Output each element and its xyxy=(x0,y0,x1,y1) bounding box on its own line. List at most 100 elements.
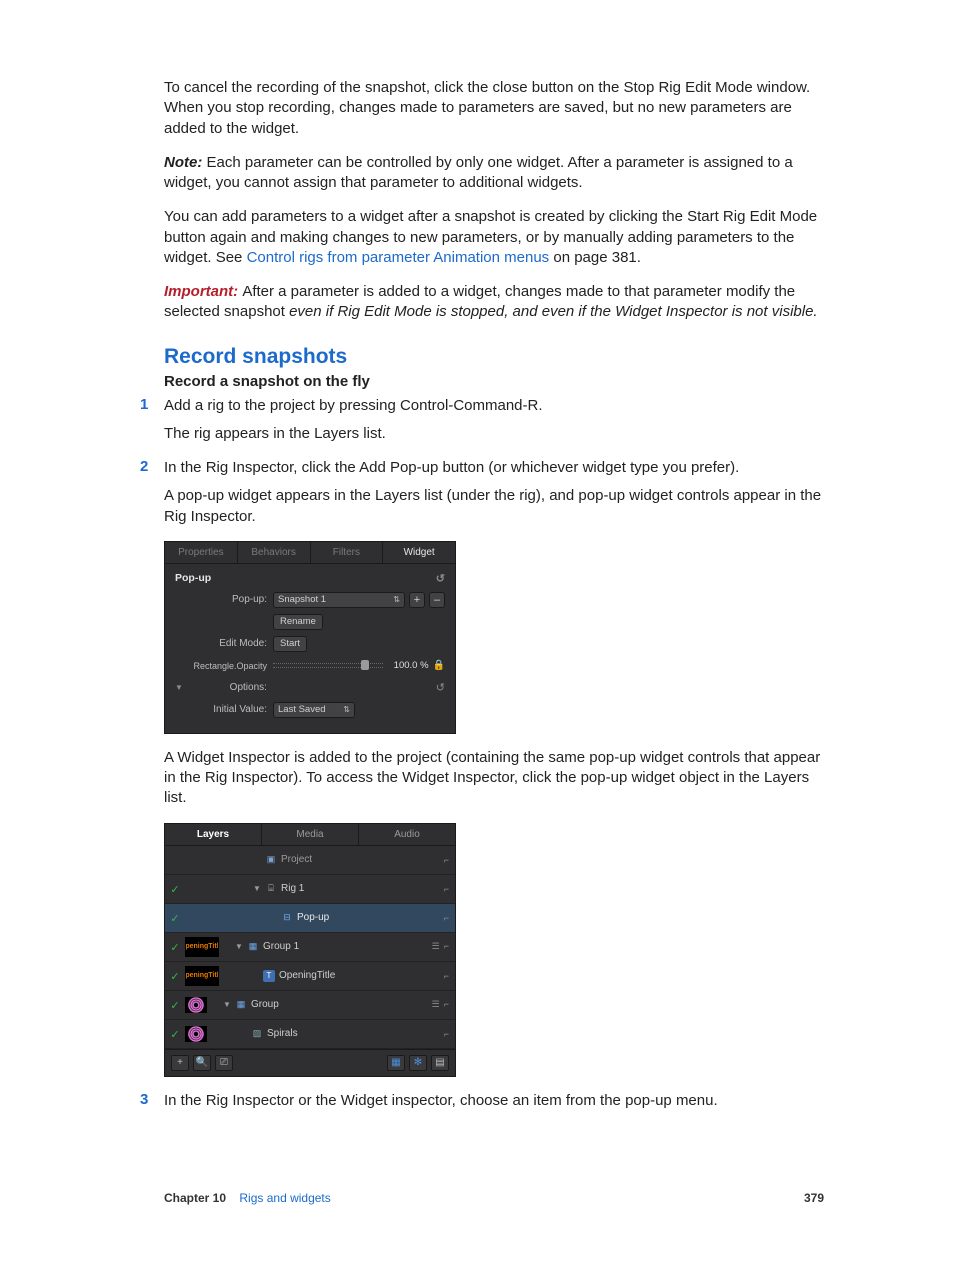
step-subtext: The rig appears in the Layers list. xyxy=(164,424,824,444)
note-body: Each parameter can be controlled by only… xyxy=(164,154,793,191)
layer-row[interactable]: ✓ ⊟ Pop-up ⌐ xyxy=(165,904,455,933)
note-label: Note: xyxy=(164,154,207,171)
layer-name[interactable]: Project xyxy=(281,854,312,865)
tab-layers[interactable]: Layers xyxy=(165,824,261,845)
layer-name[interactable]: Spirals xyxy=(267,1028,298,1039)
rig-icon: ⌸ xyxy=(265,883,277,895)
visibility-checkbox[interactable]: ✓ xyxy=(169,999,181,1011)
lock-icon[interactable]: 🔒 xyxy=(433,660,445,671)
layer-name[interactable]: Group 1 xyxy=(263,941,299,952)
paragraph: A Widget Inspector is added to the proje… xyxy=(164,748,824,809)
layer-row[interactable]: ▣ Project ⌐ xyxy=(165,846,455,875)
layers-tabs: Layers Media Audio xyxy=(165,824,455,846)
tab-audio[interactable]: Audio xyxy=(358,824,455,845)
step-2: In the Rig Inspector, click the Add Pop-… xyxy=(164,458,824,1077)
step-text: Add a rig to the project by pressing Con… xyxy=(164,396,824,416)
lock-icon[interactable]: ⌐ xyxy=(444,913,449,923)
popup-dropdown[interactable]: Snapshot 1 ⇅ xyxy=(273,592,405,608)
tab-properties[interactable]: Properties xyxy=(165,542,237,563)
lock-icon[interactable]: ⌐ xyxy=(444,855,449,865)
remove-snapshot-button[interactable]: – xyxy=(429,592,445,608)
disclosure-triangle-icon[interactable]: ▼ xyxy=(235,942,243,951)
important-label: Important: xyxy=(164,283,242,300)
editmode-label: Edit Mode: xyxy=(175,638,273,649)
layers-panel: Layers Media Audio ▣ Project ⌐ ✓ ▼ ⌸ Rig 1 ⌐ ✓ ⊟ P… xyxy=(164,823,456,1077)
visibility-checkbox[interactable]: ✓ xyxy=(169,941,181,953)
rectangle-opacity-label: Rectangle.Opacity xyxy=(175,661,273,671)
note-paragraph: Note: Each parameter can be controlled b… xyxy=(164,153,824,194)
slider-icon: ⊟ xyxy=(281,912,293,924)
paragraph: You can add parameters to a widget after… xyxy=(164,207,824,268)
lock-icon[interactable]: ⌐ xyxy=(444,971,449,981)
layer-row[interactable]: ✓ ▼ ▦ Group ☰ ⌐ xyxy=(165,991,455,1020)
chevron-updown-icon: ⇅ xyxy=(343,705,350,714)
layer-name[interactable]: OpeningTitle xyxy=(279,970,335,981)
visibility-checkbox[interactable]: ✓ xyxy=(169,970,181,982)
row-status-icons: ⌐ xyxy=(444,1029,449,1039)
visibility-checkbox[interactable] xyxy=(169,854,181,866)
rename-button[interactable]: Rename xyxy=(273,614,323,630)
row-status-icons: ☰⌐ xyxy=(432,941,449,952)
step-3: In the Rig Inspector or the Widget inspe… xyxy=(164,1091,824,1111)
row-status-icons: ⌐ xyxy=(444,855,449,865)
row-status-icons: ⌐ xyxy=(444,884,449,894)
panel-button[interactable]: ▤ xyxy=(431,1055,449,1071)
options-label: Options: xyxy=(187,682,273,693)
group-icon: ▦ xyxy=(235,999,247,1011)
add-snapshot-button[interactable]: + xyxy=(409,592,425,608)
page-footer: Chapter 10 Rigs and widgets 379 xyxy=(164,1191,824,1205)
tab-filters[interactable]: Filters xyxy=(310,542,383,563)
link-control-rigs[interactable]: Control rigs from parameter Animation me… xyxy=(247,249,550,266)
stack-icon[interactable]: ☰ xyxy=(432,941,440,952)
initial-value-label: Initial Value: xyxy=(175,704,273,715)
layer-name[interactable]: Pop-up xyxy=(297,912,329,923)
layer-name[interactable]: Rig 1 xyxy=(281,883,304,894)
layer-thumbnail xyxy=(185,997,207,1013)
initial-value-dropdown[interactable]: Last Saved ⇅ xyxy=(273,702,355,718)
start-button[interactable]: Start xyxy=(273,636,307,652)
opacity-value[interactable]: 100.0 % xyxy=(387,660,429,671)
lock-icon[interactable]: ⌐ xyxy=(444,999,449,1010)
reset-icon[interactable]: ↺ xyxy=(436,572,445,585)
layer-name[interactable]: Group xyxy=(251,999,279,1010)
project-icon: ▣ xyxy=(265,854,277,866)
layer-row[interactable]: ✓ ▼ ⌸ Rig 1 ⌐ xyxy=(165,875,455,904)
important-paragraph: Important: After a parameter is added to… xyxy=(164,282,824,323)
lock-icon[interactable]: ⌐ xyxy=(444,884,449,894)
filter-button[interactable]: ⎚ xyxy=(215,1055,233,1071)
layer-row[interactable]: ✓▨Spirals⌐ xyxy=(165,1020,455,1049)
disclosure-triangle-icon[interactable]: ▼ xyxy=(223,1000,231,1009)
reset-icon[interactable]: ↺ xyxy=(436,681,445,694)
step-subtext: A pop-up widget appears in the Layers li… xyxy=(164,486,824,527)
visibility-checkbox[interactable]: ✓ xyxy=(169,883,181,895)
opacity-slider[interactable] xyxy=(273,663,383,668)
view-button[interactable]: ▦ xyxy=(387,1055,405,1071)
gear-button[interactable]: ✻ xyxy=(409,1055,427,1071)
text-icon: T xyxy=(263,970,275,982)
tab-widget[interactable]: Widget xyxy=(382,542,455,563)
lock-icon[interactable]: ⌐ xyxy=(444,1029,449,1039)
disclosure-triangle-icon[interactable]: ▼ xyxy=(253,884,261,893)
tab-behaviors[interactable]: Behaviors xyxy=(237,542,310,563)
paragraph: To cancel the recording of the snapshot,… xyxy=(164,78,824,139)
layer-row[interactable]: ✓peningTitlTOpeningTitle⌐ xyxy=(165,962,455,991)
add-button[interactable]: + xyxy=(171,1055,189,1071)
popup-label: Pop-up: xyxy=(175,594,273,605)
chapter-name: Rigs and widgets xyxy=(239,1191,330,1205)
inspector-tabs: Properties Behaviors Filters Widget xyxy=(165,542,455,564)
tab-media[interactable]: Media xyxy=(261,824,358,845)
search-button[interactable]: 🔍 xyxy=(193,1055,211,1071)
page-number: 379 xyxy=(804,1191,824,1205)
stack-icon[interactable]: ☰ xyxy=(432,999,440,1010)
layer-row[interactable]: ✓peningTitl▼▦Group 1☰⌐ xyxy=(165,933,455,962)
step-text: In the Rig Inspector, click the Add Pop-… xyxy=(164,458,824,478)
lock-icon[interactable]: ⌐ xyxy=(444,941,449,952)
slider-thumb-icon[interactable] xyxy=(361,660,369,670)
disclosure-triangle-icon[interactable]: ▼ xyxy=(175,683,183,692)
visibility-checkbox[interactable]: ✓ xyxy=(169,1028,181,1040)
section-title: Record snapshots xyxy=(164,345,824,369)
row-status-icons: ⌐ xyxy=(444,971,449,981)
initial-value: Last Saved xyxy=(278,704,326,715)
text-italic: even if Rig Edit Mode is stopped, and ev… xyxy=(289,303,818,320)
visibility-checkbox[interactable]: ✓ xyxy=(169,912,181,924)
